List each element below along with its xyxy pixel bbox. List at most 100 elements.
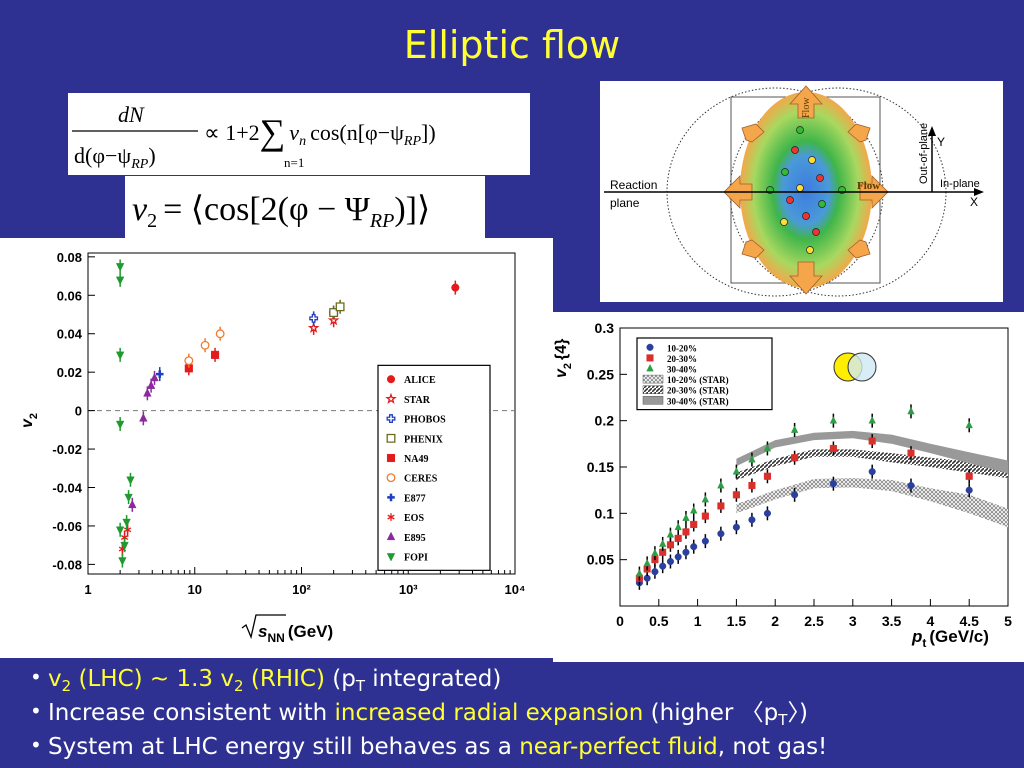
x-tick-label: 10⁴ — [505, 582, 526, 597]
y-tick-label: -0.02 — [52, 442, 82, 457]
legend-marker — [386, 433, 396, 443]
marker — [748, 516, 756, 524]
x-tick-label: 0 — [616, 613, 624, 629]
marker — [123, 525, 132, 534]
marker — [965, 486, 973, 494]
y-axis-label: v2 {4} — [553, 339, 574, 378]
bullet-run: (LHC) ~ 1.3 v — [71, 666, 234, 692]
diagram-label: plane — [610, 196, 640, 210]
marker — [791, 454, 799, 462]
legend-swatch — [642, 396, 664, 405]
bullet-sub: 2 — [62, 677, 72, 695]
venn-icon — [833, 352, 877, 382]
legend-label: STAR — [404, 395, 431, 406]
arrow — [847, 239, 871, 259]
eq-sub: 2 — [147, 210, 157, 232]
legend-marker — [646, 354, 654, 362]
marker — [829, 444, 837, 453]
diagram-label: Flow — [801, 97, 812, 118]
marker — [150, 372, 159, 382]
marker — [717, 481, 725, 489]
particle — [786, 196, 794, 204]
axis-label-part: {4} — [553, 339, 570, 360]
bullet-run: (p — [325, 666, 356, 692]
marker — [128, 499, 137, 509]
marker — [635, 569, 644, 577]
y-tick-label: 0.06 — [57, 288, 82, 303]
bullet-run: Increase consistent with — [48, 700, 334, 726]
marker — [748, 481, 756, 490]
marker — [115, 526, 125, 535]
marker — [659, 562, 667, 570]
x-tick-label: 1 — [84, 582, 91, 597]
x-tick-label: 3 — [849, 613, 857, 629]
venn-circle — [847, 352, 877, 382]
y-tick-label: 0.25 — [587, 366, 614, 382]
marker — [674, 534, 682, 542]
marker — [674, 522, 682, 531]
particle — [791, 146, 799, 154]
marker — [155, 370, 164, 378]
marker — [763, 443, 772, 452]
legend-label: ALICE — [404, 375, 436, 386]
particle — [780, 218, 788, 226]
arrow — [789, 85, 823, 119]
eq-part: v — [132, 191, 148, 228]
legend-marker — [387, 493, 395, 502]
bullet-run: (RHIC) — [244, 666, 325, 692]
legend-label: PHENIX — [404, 434, 444, 445]
eq-denominator: d(φ−ψRP) — [74, 143, 156, 172]
legend: ALICE STAR PHOBOS PHENIX NA49 CERES E877 EOS E89… — [377, 364, 491, 571]
chart-scatter: 1 10 10² 10³ 10⁴ -0.08 -0.06 -0.04 -0.02 0 0.02 0.0… — [19, 250, 525, 645]
arrow — [741, 239, 765, 259]
bullet-run: , not gas! — [718, 734, 828, 760]
marker — [717, 530, 725, 538]
axis-label-part: p — [911, 627, 922, 646]
particle — [808, 156, 816, 164]
legend-marker — [386, 414, 396, 424]
diagram-label: Flow — [857, 180, 880, 192]
particle — [812, 228, 820, 236]
marker — [701, 512, 709, 520]
marker — [122, 518, 131, 528]
legend-label: 20-30% — [667, 354, 697, 364]
particle — [802, 212, 810, 220]
marker — [124, 493, 133, 503]
marker — [690, 520, 698, 529]
y-tick-label: 0.05 — [587, 552, 614, 568]
x-tick-label: 2.5 — [804, 613, 824, 629]
axis-label-part: (GeV) — [288, 622, 333, 641]
bullet-run: (higher 〈p — [643, 700, 778, 726]
legend-label: 20-30% (STAR) — [667, 386, 729, 396]
bullet-dot: • — [30, 665, 42, 689]
marker — [674, 553, 682, 561]
legend-label: EOS — [404, 513, 424, 524]
eq-sub: RP — [130, 157, 149, 172]
legend-marker — [385, 392, 397, 404]
marker — [829, 416, 838, 424]
x-tick-label: 0.5 — [649, 613, 669, 629]
eq-sum: ∑ — [260, 112, 286, 152]
eq-numerator: dN — [118, 102, 145, 127]
band — [736, 449, 1008, 480]
marker — [327, 314, 340, 326]
arrow — [847, 123, 871, 143]
eq-sub: n — [299, 134, 306, 149]
bullets: • v2 (LHC) ~ 1.3 v2 (RHIC) (pT integrated… — [30, 665, 827, 760]
marker — [120, 541, 129, 551]
marker — [763, 509, 771, 517]
marker — [868, 437, 876, 445]
axis-arrow — [974, 188, 984, 196]
eq-part: d(φ−ψ — [74, 143, 131, 168]
marker — [651, 568, 659, 576]
legend-label: 30-40% (STAR) — [667, 396, 729, 406]
marker — [651, 548, 659, 557]
y-tick-label: 0.08 — [57, 250, 82, 265]
legend-marker — [386, 531, 396, 541]
arrow — [789, 261, 823, 295]
sqrt-sign — [241, 614, 286, 640]
marker — [200, 340, 210, 350]
marker — [115, 263, 125, 272]
axis-label-part: v — [553, 368, 570, 378]
bullet: v2 (LHC) ~ 1.3 v2 (RHIC) (pT integrated) — [48, 666, 501, 695]
